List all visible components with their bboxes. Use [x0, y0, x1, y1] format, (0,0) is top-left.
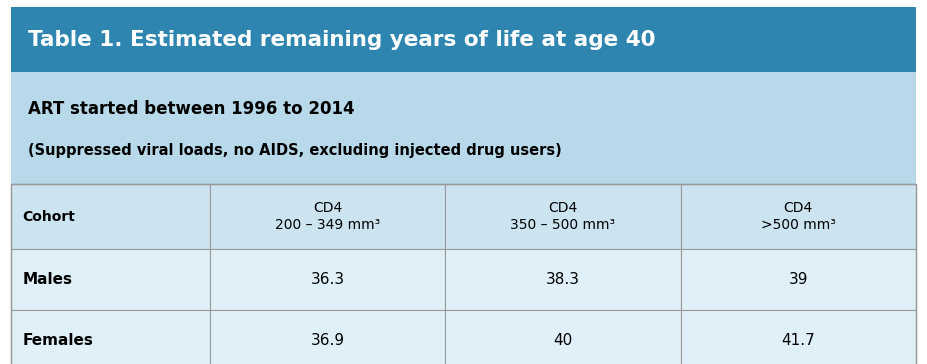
- FancyBboxPatch shape: [680, 310, 916, 364]
- Text: Females: Females: [22, 333, 93, 348]
- Text: Cohort: Cohort: [22, 210, 75, 223]
- FancyBboxPatch shape: [445, 249, 680, 310]
- FancyBboxPatch shape: [210, 310, 445, 364]
- FancyBboxPatch shape: [680, 249, 916, 310]
- FancyBboxPatch shape: [11, 72, 916, 184]
- FancyBboxPatch shape: [11, 249, 210, 310]
- FancyBboxPatch shape: [11, 184, 210, 249]
- Text: 36.3: 36.3: [311, 272, 345, 287]
- FancyBboxPatch shape: [680, 184, 916, 249]
- Text: 41.7: 41.7: [781, 333, 815, 348]
- FancyBboxPatch shape: [11, 7, 916, 72]
- Text: 36.9: 36.9: [311, 333, 345, 348]
- FancyBboxPatch shape: [210, 249, 445, 310]
- Text: CD4
200 – 349 mm³: CD4 200 – 349 mm³: [275, 201, 380, 232]
- Text: Males: Males: [22, 272, 72, 287]
- Text: Table 1. Estimated remaining years of life at age 40: Table 1. Estimated remaining years of li…: [28, 30, 655, 50]
- Text: 39: 39: [789, 272, 808, 287]
- Text: CD4
>500 mm³: CD4 >500 mm³: [761, 201, 836, 232]
- FancyBboxPatch shape: [210, 184, 445, 249]
- FancyBboxPatch shape: [11, 310, 210, 364]
- FancyBboxPatch shape: [445, 310, 680, 364]
- Text: (Suppressed viral loads, no AIDS, excluding injected drug users): (Suppressed viral loads, no AIDS, exclud…: [28, 143, 562, 158]
- Text: 40: 40: [553, 333, 573, 348]
- Text: ART started between 1996 to 2014: ART started between 1996 to 2014: [28, 100, 354, 118]
- Text: CD4
350 – 500 mm³: CD4 350 – 500 mm³: [511, 201, 616, 232]
- Text: 38.3: 38.3: [546, 272, 580, 287]
- FancyBboxPatch shape: [445, 184, 680, 249]
